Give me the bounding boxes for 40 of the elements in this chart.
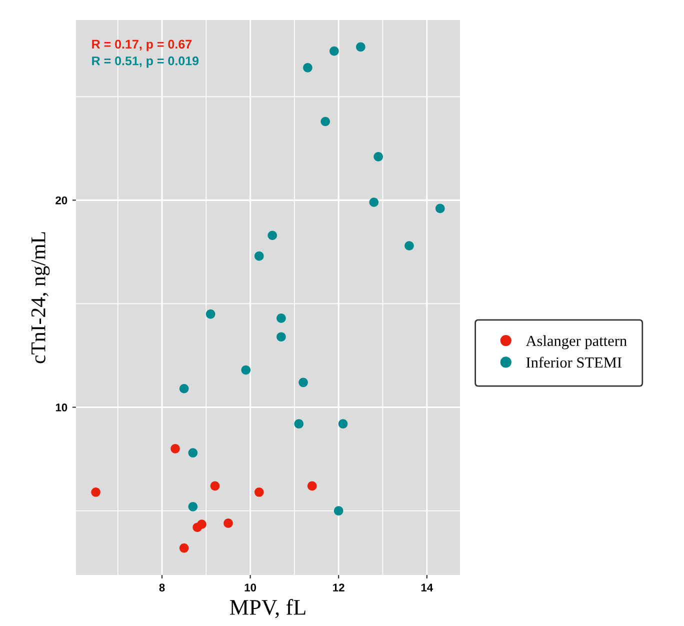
point — [276, 332, 286, 342]
point — [254, 251, 264, 261]
point — [356, 42, 366, 52]
legend-label: Aslanger pattern — [526, 335, 627, 350]
point — [435, 204, 445, 214]
point — [206, 309, 216, 319]
point — [320, 116, 330, 126]
annotation: R = 0.17, p = 0.67 — [92, 40, 192, 52]
annotation: R = 0.51, p = 0.019 — [92, 56, 199, 68]
point — [298, 378, 308, 388]
point — [334, 506, 344, 516]
x-tick-label: 10 — [244, 584, 256, 592]
point — [338, 419, 348, 428]
x-axis-title: MPV, fL — [230, 599, 306, 618]
point — [224, 518, 233, 528]
point — [374, 152, 383, 162]
point — [197, 520, 206, 529]
x-tick-label: 12 — [333, 584, 344, 592]
point — [294, 419, 304, 428]
point — [241, 365, 251, 375]
point — [188, 502, 198, 512]
y-axis-title: cTnI-24, ng/mL — [31, 232, 50, 364]
point — [210, 481, 220, 491]
point — [303, 63, 312, 72]
point — [404, 241, 414, 250]
point — [179, 384, 189, 394]
point — [330, 46, 339, 56]
point — [268, 230, 278, 240]
point — [179, 543, 189, 553]
x-tick-label: 14 — [421, 584, 433, 592]
legend-label: Inferior STEMI — [526, 356, 622, 368]
point — [188, 448, 198, 458]
x-tick-label: 8 — [159, 584, 165, 592]
point — [254, 487, 264, 497]
point — [369, 198, 379, 207]
point — [276, 314, 286, 323]
y-tick-label: 20 — [56, 196, 68, 204]
point — [91, 487, 100, 497]
point — [307, 481, 317, 491]
point — [170, 444, 180, 454]
